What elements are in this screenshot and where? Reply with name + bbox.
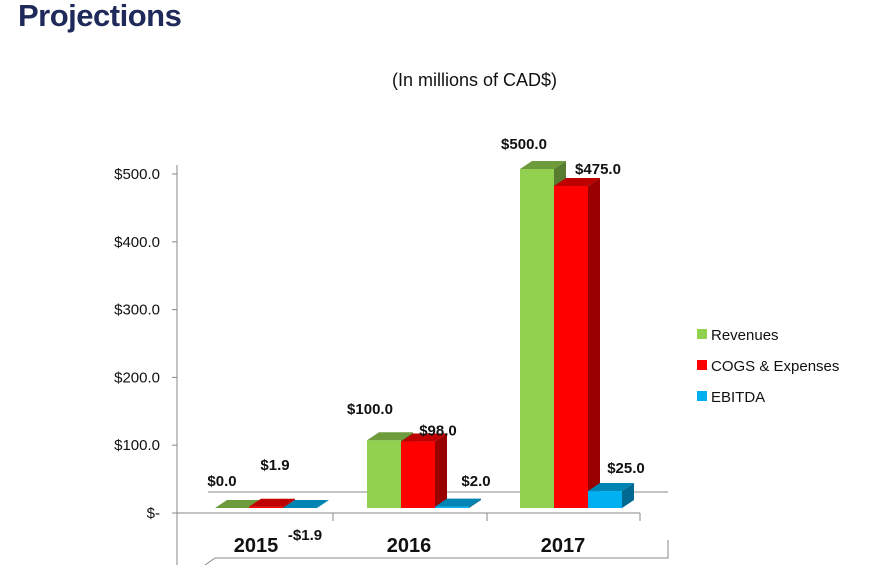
data-label: $25.0 xyxy=(607,460,645,477)
bar-side-face xyxy=(435,433,447,508)
y-tick-label: $500.0 xyxy=(114,166,160,183)
legend-swatch xyxy=(697,329,707,339)
bar-top-face xyxy=(215,500,261,508)
bar-ebitda-2016 xyxy=(435,506,469,508)
y-tick-label: $400.0 xyxy=(114,234,160,251)
data-label: $98.0 xyxy=(419,423,457,440)
bar-revenues-2016 xyxy=(367,440,401,508)
bar-top-face xyxy=(554,177,600,186)
bar-top-face xyxy=(249,498,295,507)
x-category-label: 2015 xyxy=(234,535,279,557)
data-label: $500.0 xyxy=(501,136,547,153)
legend-swatch xyxy=(697,360,707,370)
bar-ebitda-2017 xyxy=(588,491,622,508)
bar-top-face xyxy=(520,161,566,169)
bar-revenues-2017 xyxy=(520,169,554,508)
bar-top-face xyxy=(367,432,413,441)
page-title: Projections xyxy=(18,0,182,33)
data-label: $475.0 xyxy=(575,161,621,178)
legend-label: EBITDA xyxy=(711,389,765,406)
y-tick-label: $200.0 xyxy=(114,369,160,386)
data-label: -$1.9 xyxy=(288,527,322,544)
bar-top-face xyxy=(283,500,329,508)
bar-side-face xyxy=(588,177,600,508)
data-label: $2.0 xyxy=(461,473,490,490)
legend-swatch xyxy=(697,391,707,401)
bar-side-face xyxy=(469,498,481,508)
bar-cogs-expenses-2016 xyxy=(401,441,435,508)
bar-cogs-expenses-2017 xyxy=(554,185,588,508)
floor-edge xyxy=(204,540,669,565)
y-tick-label: $- xyxy=(147,505,160,522)
x-category-label: 2016 xyxy=(387,535,432,557)
bar-cogs-expenses-2015 xyxy=(249,506,283,508)
x-category-label: 2017 xyxy=(541,535,586,557)
bar-side-face xyxy=(622,483,634,508)
y-tick-label: $300.0 xyxy=(114,302,160,319)
bar-top-face xyxy=(588,483,634,492)
bar-side-face xyxy=(283,498,295,508)
data-label: $100.0 xyxy=(347,401,393,418)
bar-top-face xyxy=(401,433,447,442)
data-label: $0.0 xyxy=(207,473,236,490)
legend-label: Revenues xyxy=(711,327,779,344)
chart-subtitle: (In millions of CAD$) xyxy=(392,70,558,90)
y-tick-label: $100.0 xyxy=(114,437,160,454)
legend-label: COGS & Expenses xyxy=(711,358,839,375)
bar-top-face xyxy=(435,498,481,507)
data-label: $1.9 xyxy=(260,457,289,474)
